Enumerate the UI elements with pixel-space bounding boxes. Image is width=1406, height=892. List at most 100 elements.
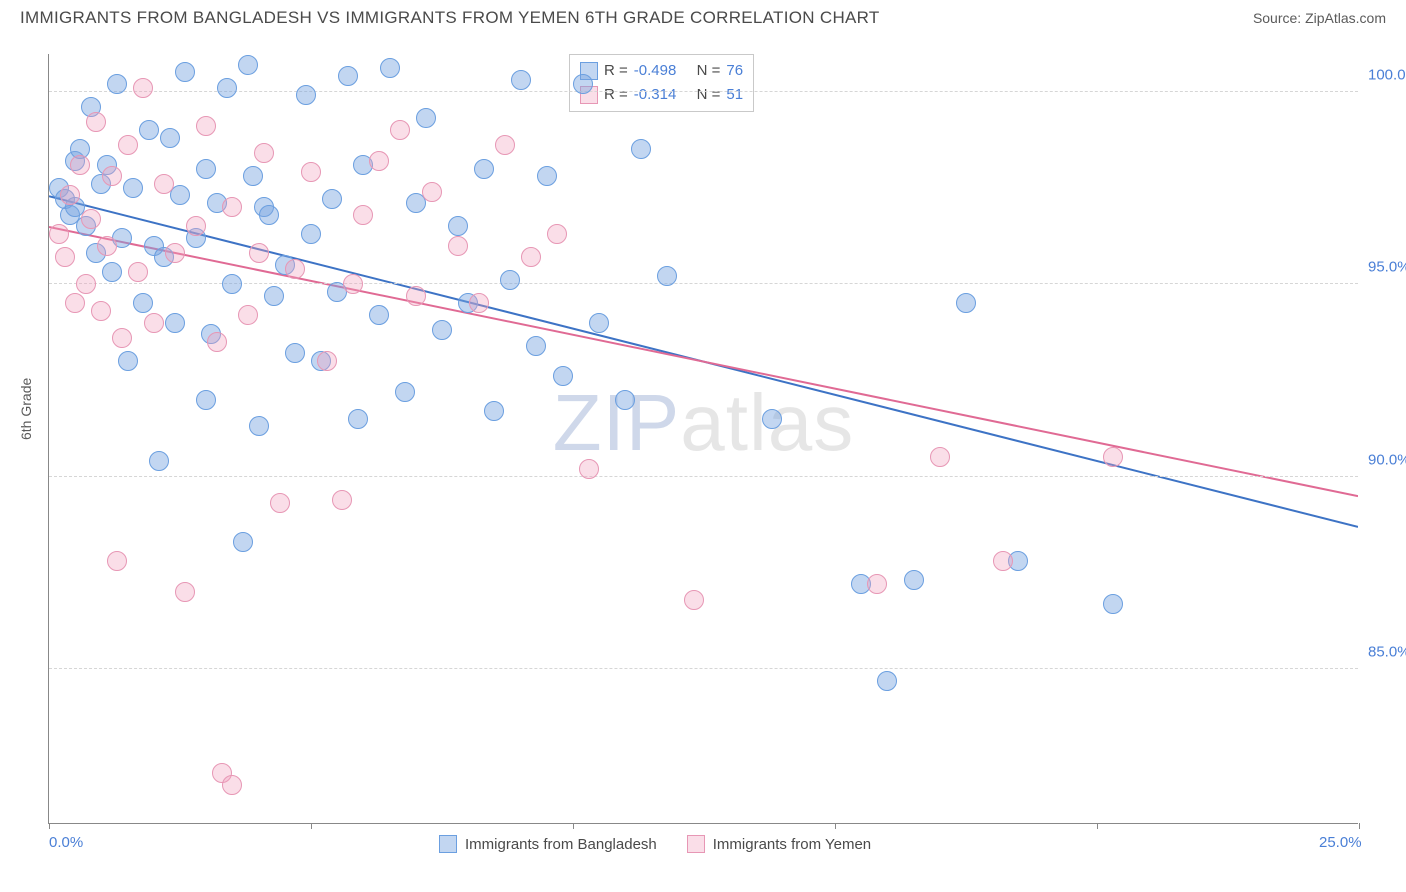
n-value: 51 [726,83,743,107]
data-point-yemen [521,247,541,267]
x-tick-label: 0.0% [49,834,83,851]
data-point-bangladesh [416,108,436,128]
data-point-bangladesh [484,401,504,421]
data-point-bangladesh [1103,594,1123,614]
data-point-yemen [448,236,468,256]
scatter-chart: ZIPatlas R = -0.498 N = 76 R = -0.314 N … [48,54,1358,824]
data-point-bangladesh [631,139,651,159]
data-point-yemen [1103,447,1123,467]
data-point-bangladesh [877,671,897,691]
data-point-yemen [70,155,90,175]
data-point-yemen [343,274,363,294]
watermark-zip: ZIP [553,378,680,467]
data-point-bangladesh [107,74,127,94]
data-point-yemen [196,116,216,136]
data-point-yemen [579,459,599,479]
data-point-yemen [207,332,227,352]
data-point-bangladesh [553,366,573,386]
legend-row-yemen: R = -0.314 N = 51 [580,83,743,107]
data-point-yemen [112,328,132,348]
source-attribution: Source: ZipAtlas.com [1253,10,1386,26]
swatch-bangladesh [439,835,457,853]
data-point-yemen [144,313,164,333]
data-point-yemen [86,112,106,132]
x-tick [835,823,836,829]
n-label: N = [697,83,721,107]
data-point-bangladesh [589,313,609,333]
data-point-bangladesh [956,293,976,313]
chart-title: IMMIGRANTS FROM BANGLADESH VS IMMIGRANTS… [20,8,880,28]
data-point-yemen [128,262,148,282]
data-point-yemen [390,120,410,140]
data-point-bangladesh [573,74,593,94]
data-point-yemen [55,247,75,267]
legend-label: Immigrants from Bangladesh [465,836,657,853]
legend-row-bangladesh: R = -0.498 N = 76 [580,59,743,83]
data-point-yemen [930,447,950,467]
data-point-bangladesh [249,416,269,436]
data-point-bangladesh [526,336,546,356]
r-value: -0.314 [634,83,677,107]
chart-header: IMMIGRANTS FROM BANGLADESH VS IMMIGRANTS… [0,0,1406,32]
source-link[interactable]: ZipAtlas.com [1305,10,1386,26]
data-point-bangladesh [133,293,153,313]
data-point-yemen [238,305,258,325]
gridline [49,283,1358,284]
data-point-yemen [107,551,127,571]
x-tick [1097,823,1098,829]
data-point-bangladesh [139,120,159,140]
legend-label: Immigrants from Yemen [713,836,871,853]
x-tick [311,823,312,829]
series-legend: Immigrants from Bangladesh Immigrants fr… [439,835,871,853]
data-point-bangladesh [395,382,415,402]
data-point-yemen [222,775,242,795]
r-value: -0.498 [634,59,677,83]
data-point-bangladesh [196,159,216,179]
x-tick [49,823,50,829]
data-point-bangladesh [762,409,782,429]
data-point-bangladesh [149,451,169,471]
data-point-yemen [369,151,389,171]
gridline [49,476,1358,477]
data-point-yemen [254,143,274,163]
n-value: 76 [726,59,743,83]
data-point-yemen [469,293,489,313]
x-tick-label: 25.0% [1319,834,1362,851]
n-label: N = [697,59,721,83]
data-point-yemen [547,224,567,244]
source-prefix: Source: [1253,10,1305,26]
data-point-yemen [91,301,111,321]
data-point-yemen [186,216,206,236]
data-point-yemen [249,243,269,263]
data-point-bangladesh [217,78,237,98]
data-point-bangladesh [118,351,138,371]
legend-item-yemen: Immigrants from Yemen [687,835,871,853]
y-tick-label: 90.0% [1368,451,1406,468]
correlation-legend: R = -0.498 N = 76 R = -0.314 N = 51 [569,54,754,112]
data-point-bangladesh [369,305,389,325]
data-point-yemen [133,78,153,98]
x-tick [573,823,574,829]
data-point-yemen [285,259,305,279]
data-point-bangladesh [165,313,185,333]
data-point-bangladesh [285,343,305,363]
data-point-bangladesh [233,532,253,552]
data-point-yemen [495,135,515,155]
data-point-bangladesh [123,178,143,198]
swatch-yemen [687,835,705,853]
data-point-yemen [684,590,704,610]
trend-line-yemen [49,227,1358,496]
data-point-yemen [867,574,887,594]
data-point-bangladesh [238,55,258,75]
x-tick [1359,823,1360,829]
data-point-yemen [118,135,138,155]
data-point-yemen [49,224,69,244]
data-point-bangladesh [511,70,531,90]
y-tick-label: 95.0% [1368,259,1406,276]
y-tick-label: 85.0% [1368,644,1406,661]
trend-line-bangladesh [49,196,1358,527]
data-point-yemen [102,166,122,186]
data-point-yemen [353,205,373,225]
data-point-bangladesh [380,58,400,78]
data-point-yemen [81,209,101,229]
